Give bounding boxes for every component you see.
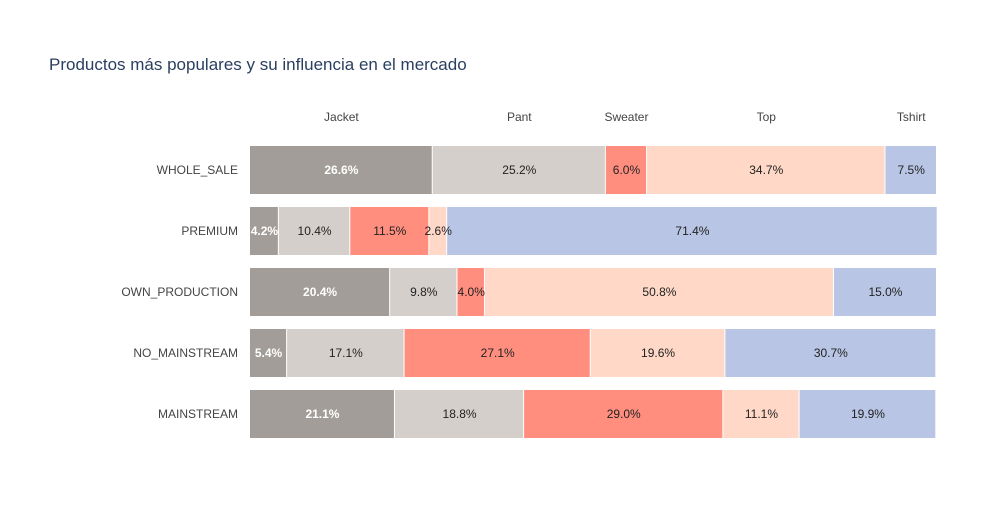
data-label: 11.1% [745, 407, 778, 421]
bar-segment-jacket [250, 329, 287, 377]
data-label: 71.4% [675, 224, 709, 238]
data-label: 4.0% [458, 285, 486, 299]
data-label: 30.7% [814, 346, 848, 360]
data-label: 5.4% [255, 346, 283, 360]
bar-segment-top [647, 146, 885, 194]
bar-segment-pant [432, 146, 605, 194]
bar-segment-tshirt [447, 207, 937, 255]
series-name-label: Tshirt [897, 110, 926, 124]
bar-segment-jacket [250, 146, 432, 194]
data-label: 4.2% [251, 224, 279, 238]
data-labels: 26.6% 4.2% 20.4% 5.4% 21.1% 25.2% 10.4% 9.8% 17.… [251, 163, 925, 421]
bar-segment-jacket [250, 390, 394, 438]
series-name-labels: Jacket Pant Sweater Top Tshirt [324, 110, 926, 124]
bar-segment-top [484, 268, 833, 316]
data-label: 26.6% [324, 163, 358, 177]
y-axis-tick-labels: WHOLE_SALE PREMIUM OWN_PRODUCTION NO_MAINST… [121, 163, 238, 421]
bar-segment-top [723, 390, 799, 438]
data-label: 15.0% [868, 285, 902, 299]
bar-segment-tshirt [725, 329, 936, 377]
y-tick-label: NO_MAINSTREAM [133, 346, 238, 360]
bar-segment-tshirt [799, 390, 936, 438]
bar-segment-sweater [350, 207, 429, 255]
bar-segment-jacket [250, 268, 390, 316]
bar-segment-pant [390, 268, 457, 316]
bar-segment-tshirt [833, 268, 936, 316]
y-tick-label: WHOLE_SALE [157, 163, 238, 177]
series-name-label: Pant [507, 110, 532, 124]
data-label: 19.6% [641, 346, 675, 360]
bar-segment-top [429, 207, 447, 255]
series-name-label: Top [757, 110, 777, 124]
y-tick-label: MAINSTREAM [158, 407, 238, 421]
data-label: 50.8% [642, 285, 676, 299]
bar-segments [250, 146, 937, 438]
data-label: 18.8% [443, 407, 477, 421]
data-label: 7.5% [898, 163, 926, 177]
bar-segment-top [590, 329, 725, 377]
data-label: 10.4% [298, 224, 332, 238]
data-label: 20.4% [303, 285, 337, 299]
data-label: 6.0% [613, 163, 641, 177]
bar-segment-sweater [457, 268, 484, 316]
bar-segment-sweater [605, 146, 647, 194]
series-name-label: Jacket [324, 110, 359, 124]
bar-segment-pant [278, 207, 350, 255]
data-label: 17.1% [329, 346, 363, 360]
y-tick-label: PREMIUM [181, 224, 238, 238]
data-label: 11.5% [373, 224, 406, 238]
bar-segment-tshirt [885, 146, 936, 194]
data-label: 27.1% [481, 346, 515, 360]
data-label: 29.0% [607, 407, 641, 421]
bar-segment-jacket [250, 207, 278, 255]
data-label: 19.9% [851, 407, 885, 421]
data-label: 9.8% [410, 285, 438, 299]
y-tick-label: OWN_PRODUCTION [121, 285, 238, 299]
bar-segment-pant [287, 329, 404, 377]
bar-segment-pant [394, 390, 524, 438]
bar-segment-sweater [524, 390, 723, 438]
data-label: 25.2% [502, 163, 536, 177]
data-label: 34.7% [749, 163, 783, 177]
series-name-label: Sweater [604, 110, 648, 124]
chart-title: Productos más populares y su influencia … [49, 55, 467, 74]
data-label: 21.1% [305, 407, 339, 421]
data-label: 2.6% [425, 224, 453, 238]
bar-segment-sweater [404, 329, 590, 377]
